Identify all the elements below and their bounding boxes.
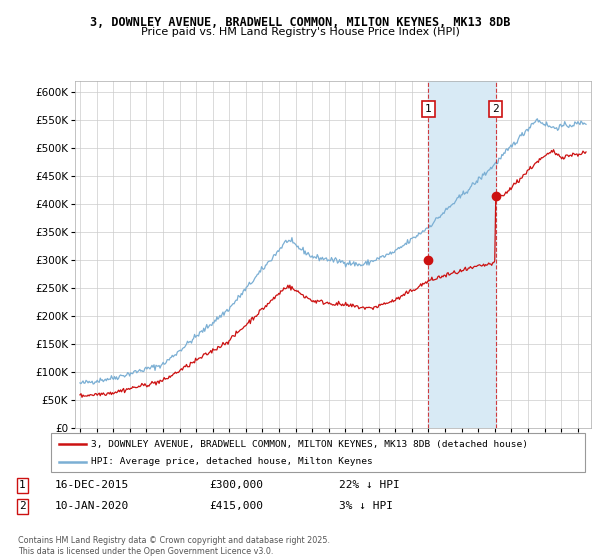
Text: HPI: Average price, detached house, Milton Keynes: HPI: Average price, detached house, Milt… xyxy=(91,458,373,466)
Text: 1: 1 xyxy=(425,104,432,114)
Text: £415,000: £415,000 xyxy=(210,501,264,511)
Text: 2: 2 xyxy=(19,501,26,511)
Text: 1: 1 xyxy=(19,480,26,490)
Text: Contains HM Land Registry data © Crown copyright and database right 2025.
This d: Contains HM Land Registry data © Crown c… xyxy=(18,536,330,556)
Text: £300,000: £300,000 xyxy=(210,480,264,490)
Text: 3% ↓ HPI: 3% ↓ HPI xyxy=(340,501,394,511)
Text: 16-DEC-2015: 16-DEC-2015 xyxy=(55,480,129,490)
Text: 10-JAN-2020: 10-JAN-2020 xyxy=(55,501,129,511)
Text: 3, DOWNLEY AVENUE, BRADWELL COMMON, MILTON KEYNES, MK13 8DB (detached house): 3, DOWNLEY AVENUE, BRADWELL COMMON, MILT… xyxy=(91,440,528,449)
Text: 3, DOWNLEY AVENUE, BRADWELL COMMON, MILTON KEYNES, MK13 8DB: 3, DOWNLEY AVENUE, BRADWELL COMMON, MILT… xyxy=(90,16,510,29)
Text: 2: 2 xyxy=(492,104,499,114)
Text: 22% ↓ HPI: 22% ↓ HPI xyxy=(340,480,400,490)
Bar xyxy=(428,81,496,428)
Text: Price paid vs. HM Land Registry's House Price Index (HPI): Price paid vs. HM Land Registry's House … xyxy=(140,27,460,37)
